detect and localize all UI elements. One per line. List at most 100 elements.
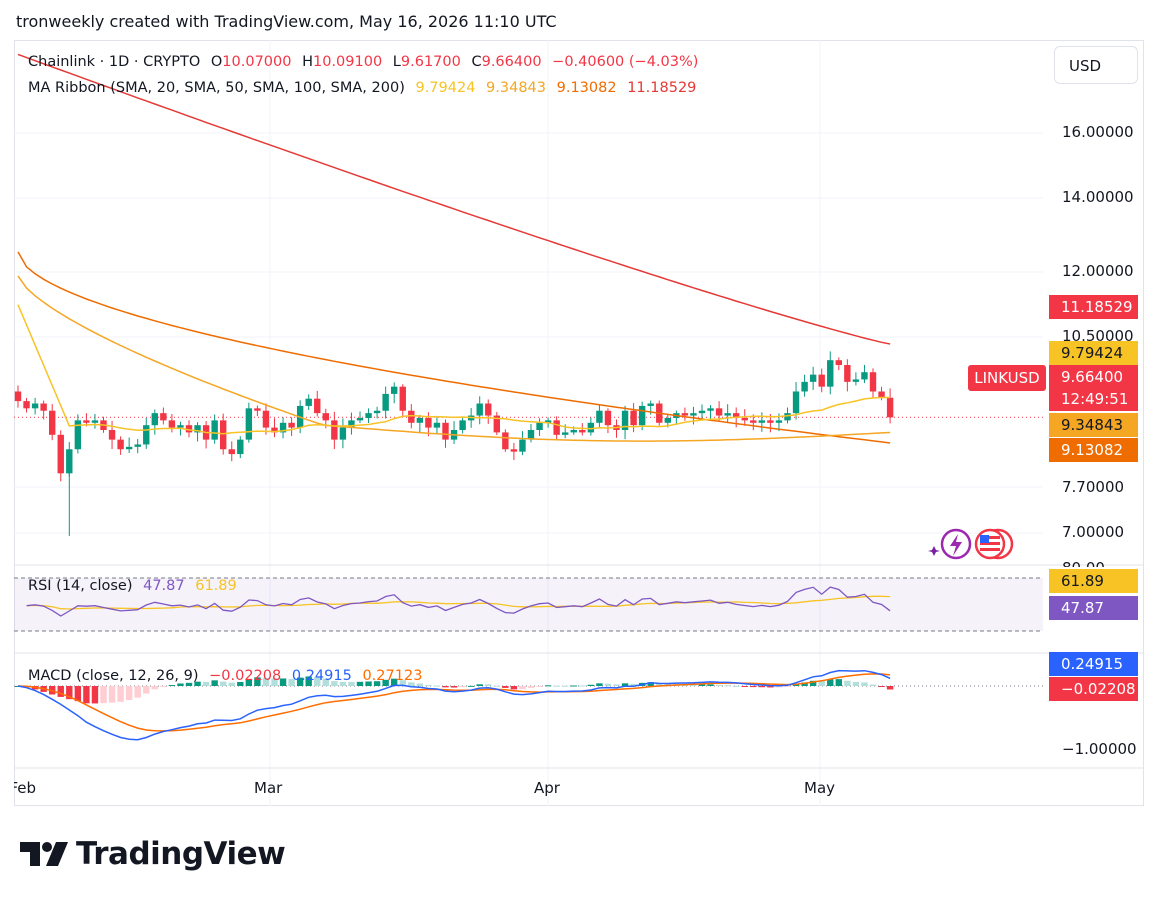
candle-body: [852, 379, 860, 382]
macd-histogram-bar: [698, 684, 706, 686]
macd-histogram-bar: [775, 686, 783, 688]
candle: [510, 442, 518, 461]
candle: [827, 351, 834, 395]
candle-body: [544, 420, 552, 423]
time-tick[interactable]: May: [804, 779, 836, 797]
ma200-value: 11.18529: [627, 80, 697, 96]
macd-histogram-bar: [108, 686, 116, 703]
macd-histogram-bar: [373, 681, 381, 686]
candle-body: [408, 410, 415, 423]
candle-body: [758, 420, 766, 423]
price-tick[interactable]: 14.00000: [1062, 188, 1134, 206]
macd-value: 0.24915: [291, 668, 352, 684]
candle-body: [254, 408, 261, 411]
time-tick[interactable]: Feb: [14, 779, 36, 797]
macd-histogram-bar: [621, 683, 629, 686]
macd-histogram-bar: [733, 685, 740, 687]
candle: [536, 418, 543, 436]
rsi-title[interactable]: RSI (14, close): [28, 578, 133, 594]
candle-body: [365, 413, 372, 418]
candle-body: [775, 420, 783, 423]
macd-histogram-bar: [57, 686, 64, 697]
rsi-tick[interactable]: 80.00: [1062, 557, 1105, 567]
ma-ribbon-title[interactable]: MA Ribbon (SMA, 20, SMA, 50, SMA, 100, S…: [28, 80, 405, 96]
macd-histogram-bar: [134, 686, 141, 698]
macd-histogram-bar: [296, 677, 304, 686]
candle-body: [630, 410, 637, 426]
candle-body: [553, 420, 560, 435]
candle: [450, 421, 458, 444]
rsi-pane: [14, 577, 1043, 632]
candle-body: [108, 430, 116, 440]
price-tick[interactable]: 7.00000: [1062, 523, 1125, 541]
candle-body: [527, 430, 535, 440]
macd-legend[interactable]: MACD (close, 12, 26, 9) −0.02208 0.24915…: [28, 668, 422, 684]
candle: [715, 401, 723, 422]
candle-body: [14, 391, 22, 402]
time-tick[interactable]: Mar: [254, 779, 283, 797]
macd-tick[interactable]: −1.00000: [1062, 740, 1137, 758]
macd-histogram-bar: [425, 685, 432, 687]
candle-body: [638, 405, 646, 426]
candle: [886, 388, 894, 424]
candle-body: [493, 415, 500, 433]
candle: [143, 417, 150, 449]
lightning-icon[interactable]: [928, 528, 972, 560]
candle: [844, 359, 851, 392]
ma100-badge: 9.13082: [1049, 438, 1138, 462]
candle-body: [698, 410, 706, 414]
time-tick[interactable]: Apr: [534, 779, 560, 797]
symbol-name[interactable]: Chainlink · 1D · CRYPTO: [28, 54, 201, 70]
candle: [228, 441, 235, 462]
candle-body: [724, 413, 731, 416]
ma100-value: 9.13082: [556, 80, 617, 96]
candle-body: [322, 413, 329, 421]
currency-selector[interactable]: USD: [1054, 46, 1138, 84]
tradingview-logo[interactable]: TradingView: [18, 836, 286, 872]
price-tick[interactable]: 12.00000: [1062, 262, 1134, 280]
candle: [49, 404, 56, 441]
symbol-legend[interactable]: Chainlink · 1D · CRYPTO O10.07000 H10.09…: [28, 54, 698, 70]
candle-body: [271, 427, 278, 433]
macd-histogram-bar: [314, 677, 321, 686]
sma100-line: [17, 251, 891, 444]
price-tick[interactable]: 10.50000: [1062, 327, 1134, 345]
candle: [194, 422, 201, 442]
macd-histogram-bar: [211, 680, 218, 686]
macd-histogram-bar: [143, 686, 150, 694]
ma20-badge: 9.79424: [1049, 341, 1138, 365]
candle: [31, 397, 39, 415]
macd-histogram-bar: [237, 681, 244, 686]
candle: [835, 357, 842, 371]
candle: [331, 411, 338, 450]
candle-body: [621, 410, 629, 430]
macd-histogram-bar: [724, 685, 731, 687]
candle: [801, 374, 808, 397]
rsi-legend[interactable]: RSI (14, close) 47.87 61.89: [28, 578, 237, 594]
candle-body: [647, 403, 654, 406]
macd-histogram-bar: [792, 684, 800, 686]
candle: [587, 417, 595, 436]
price-tick[interactable]: 16.00000: [1062, 123, 1134, 141]
ma-ribbon-legend[interactable]: MA Ribbon (SMA, 20, SMA, 50, SMA, 100, S…: [28, 80, 696, 96]
candle: [271, 418, 278, 438]
candle: [673, 410, 680, 425]
candle-body: [733, 413, 740, 418]
candle-body: [442, 422, 449, 440]
price-tick[interactable]: 7.70000: [1062, 478, 1125, 496]
us-flag-icon[interactable]: [974, 528, 1014, 560]
candle-body: [314, 398, 321, 414]
macd-histogram-bar: [604, 683, 612, 686]
macd-title[interactable]: MACD (close, 12, 26, 9): [28, 668, 199, 684]
macd-pane: [14, 669, 1043, 741]
candle-body: [305, 398, 312, 406]
chart-icons: [928, 528, 1014, 560]
symbol-badge: LINKUSD: [968, 365, 1046, 391]
macd-histogram-bar: [587, 684, 595, 686]
macd-line: [17, 669, 891, 741]
macd-histogram-bar: [476, 684, 483, 686]
candle-body: [878, 391, 885, 398]
candle-body: [125, 446, 133, 450]
rsi-ma-value: 61.89: [195, 578, 237, 594]
